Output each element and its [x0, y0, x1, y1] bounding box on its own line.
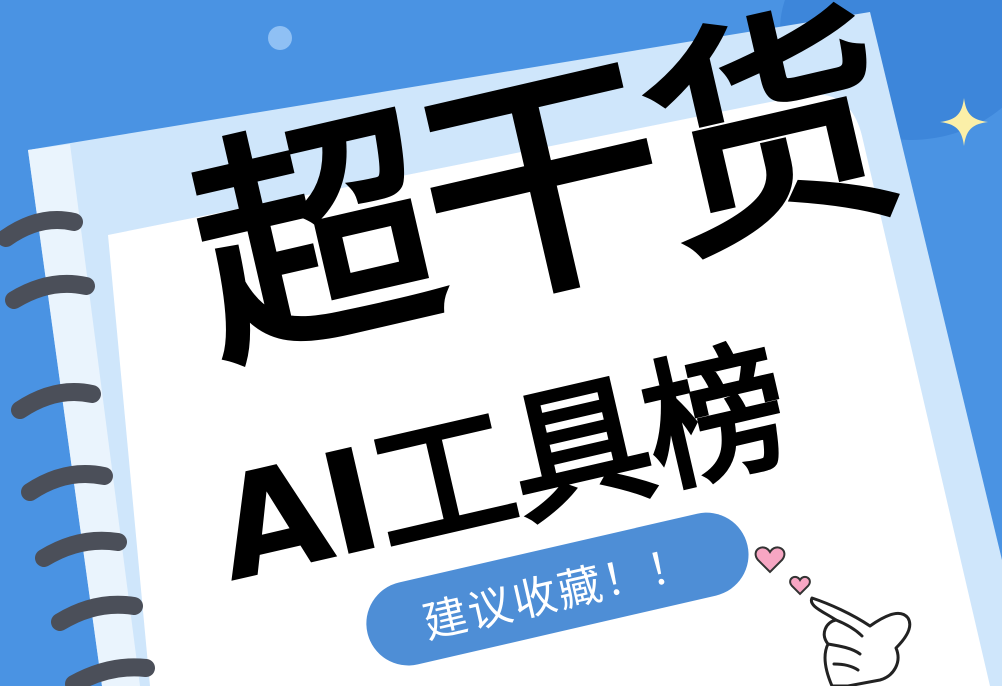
spiral-ring	[21, 465, 113, 501]
spiral-ring	[35, 531, 127, 567]
spiral-ring	[5, 274, 95, 309]
spiral-ring	[11, 383, 101, 419]
spiral-ring	[51, 595, 143, 631]
decorative-dot	[268, 26, 292, 50]
sparkle-icon	[940, 98, 988, 146]
spiral-ring	[65, 658, 155, 686]
spiral-ring	[0, 211, 83, 247]
notebook-page	[108, 94, 990, 686]
